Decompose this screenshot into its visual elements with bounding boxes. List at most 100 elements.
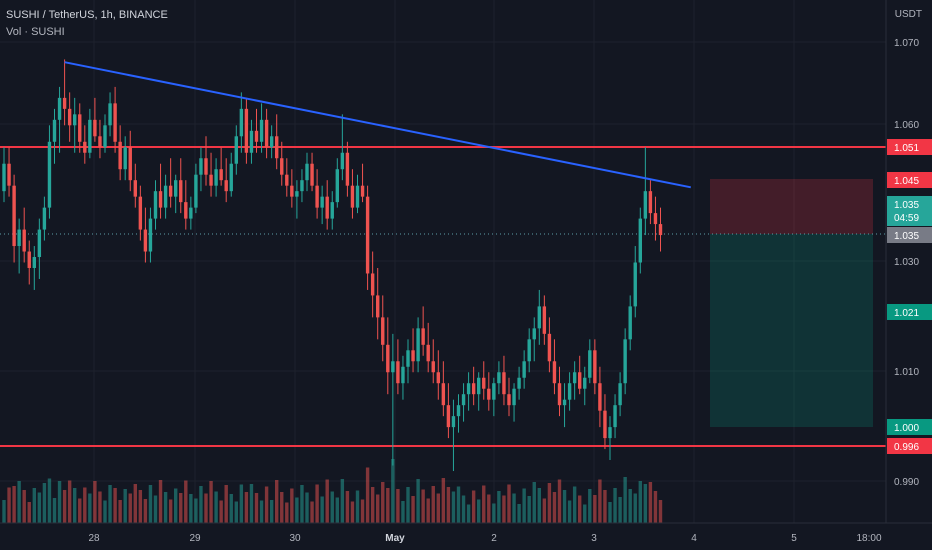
candle-body [436,372,440,384]
descending-trend-line[interactable] [64,61,691,189]
volume-bar [477,499,481,523]
candle-body [502,372,506,395]
candle-body [406,350,410,367]
candle-body [456,405,461,417]
resistance-price-badge[interactable]: 1.051 [887,139,932,155]
candle-body [653,213,658,225]
crosshair-price-badge[interactable]: 1.035 [887,227,932,243]
candle-body [593,350,597,384]
volume-bar [598,479,602,523]
volume-bar [653,491,658,523]
volume-bar [552,492,557,523]
target-1-price-label: 1.021 [894,308,919,319]
symbol-title[interactable]: SUSHI / TetherUS, 1h, BINANCE [6,9,168,21]
volume-bar [431,486,435,523]
target-1-price-badge[interactable]: 1.021 [887,304,932,320]
candle-body [461,394,466,406]
volume-bar [148,485,153,523]
stop-loss-zone[interactable] [710,179,873,234]
volume-indicator-title[interactable]: Vol · SUSHI [6,26,65,38]
candle-body [532,328,536,340]
volume-bar [557,479,562,523]
volume-bar [487,494,491,523]
candle-body [254,130,259,142]
time-tick-28: 28 [88,533,100,544]
candle-body [168,185,173,197]
volume-bar [305,492,309,523]
candle-body [184,202,188,219]
last-price-badge[interactable]: 1.035 04:59 [887,196,932,226]
volume-bar [547,483,552,523]
candle-body [522,361,526,378]
volume-bar [638,481,642,523]
volume-bar [153,495,158,523]
volume-bar [421,489,425,523]
volume-bar [98,491,102,523]
volume-bar [381,482,385,523]
candle-body [27,251,31,268]
target-2-price-badge[interactable]: 1.000 [887,419,932,435]
volume-bar [567,500,572,523]
volume-bar [143,499,148,523]
candle-body [143,229,148,252]
volume-bar [355,490,360,523]
candle-body [527,339,531,362]
candle-body [17,229,21,247]
price-tick-1-030: 1.030 [894,257,919,268]
volume-bar [244,492,249,523]
volume-bar [643,484,648,523]
candle-body [209,174,213,186]
candle-body [280,158,284,175]
candle-body [365,196,370,274]
candle-body [138,196,143,230]
time-tick-2: 2 [491,533,497,544]
candle-body [285,174,289,186]
candle-body [411,350,415,362]
volume-bar [179,493,183,523]
candle-body [603,410,607,439]
price-tick-0-990: 0.990 [894,477,919,488]
volume-bar [406,487,410,523]
candle-body [2,163,6,192]
volume-bar [290,488,294,523]
candle-body [335,169,339,203]
candle-body [633,262,637,307]
take-profit-zone[interactable] [710,234,873,427]
candle-body [78,114,82,142]
candle-body [517,377,521,389]
volume-bar [184,480,188,523]
candle-body [512,388,516,406]
candle-body [133,180,137,197]
support-price-badge[interactable]: 0.996 [887,438,932,454]
entry-price-badge[interactable]: 1.045 [887,172,932,188]
volume-bar [512,493,516,523]
time-tick-30: 30 [289,533,301,544]
volume-bar [562,490,567,523]
candle-body [376,295,380,318]
candle-body [7,163,11,186]
candle-body [608,427,612,439]
volume-bar [613,488,617,523]
price-tick-1-060: 1.060 [894,120,919,131]
volume-bar [365,467,370,523]
volume-bar [593,495,597,523]
candle-body [128,147,132,181]
volume-bar [628,489,632,523]
candle-body [350,185,355,208]
candle-body [269,136,274,148]
candle-body [355,185,360,208]
volume-bar [588,489,592,523]
volume-bar [386,488,390,523]
volume-bar [103,500,107,523]
volume-bar [376,494,380,523]
volume-bar [335,497,339,523]
volume-bar [623,477,627,523]
candle-body [552,361,557,384]
volume-bar [522,488,526,523]
candle-body [62,97,67,109]
volume-bars [2,459,663,523]
volume-bar [461,495,466,523]
candle-body [613,405,617,428]
candle-body [623,339,627,384]
